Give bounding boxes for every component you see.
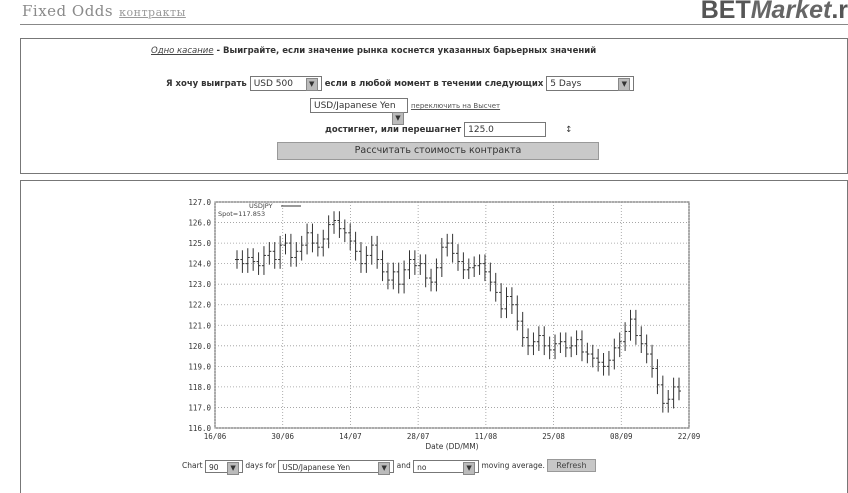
period-select[interactable]: 5 Days ▼ [546, 76, 635, 91]
y-tick-label: 124.0 [188, 260, 211, 269]
refresh-button[interactable]: Refresh [547, 459, 596, 472]
one-touch-link[interactable]: Одно касание [151, 46, 214, 56]
y-tick-label: 119.0 [188, 362, 211, 371]
moving-average-select[interactable]: no ▼ [413, 459, 480, 475]
legend-spot: Spot=117.853 [218, 210, 265, 218]
amount-select[interactable]: USD 500 ▼ [249, 76, 322, 91]
x-tick-label: 30/06 [271, 432, 294, 441]
contract-form-panel: Одно касание - Выиграйте, если значение … [20, 38, 848, 174]
contracts-link[interactable]: контракты [119, 6, 186, 19]
win-row: Я хочу выиграть USD 500 ▼ если в любой мо… [166, 76, 635, 91]
instrument-select[interactable]: USD/Japanese Yen ▼ [310, 98, 408, 125]
x-tick-label: 11/08 [475, 432, 498, 441]
y-tick-label: 123.0 [188, 280, 211, 289]
x-tick-label: 28/07 [407, 432, 430, 441]
days-select[interactable]: 90 ▼ [205, 459, 244, 475]
calculate-contract-button[interactable]: Рассчитать стоимость контракта [277, 142, 599, 160]
header: Fixed Odds контракты BETMarket.r [0, 0, 848, 40]
y-tick-label: 116.0 [188, 424, 211, 433]
plot-area [214, 201, 690, 429]
days-for-label: days for [245, 461, 276, 470]
y-tick-label: 125.0 [188, 239, 211, 248]
moment-label: если в любой момент в течении следующих [324, 79, 544, 89]
x-axis-label: Date (DD/MM) [425, 442, 478, 451]
chevron-down-icon[interactable]: ▼ [392, 112, 404, 125]
legend-series: USDJPY [249, 202, 273, 210]
y-tick-label: 127.0 [188, 198, 211, 207]
instrument-row: USD/Japanese Yen ▼ переключить на Высчет [310, 98, 501, 125]
y-tick-label: 117.0 [188, 403, 211, 412]
y-tick-label: 126.0 [188, 219, 211, 228]
and-label: and [396, 461, 411, 470]
reach-label: достигнет, или перешагнет [325, 125, 462, 135]
x-tick-label: 16/06 [204, 432, 227, 441]
chart-controls: Chart 90 ▼ days for USD/Japanese Yen ▼ and… [182, 459, 596, 475]
fixed-odds-title: Fixed Odds контракты [22, 2, 186, 20]
chevron-down-icon[interactable]: ▼ [227, 461, 240, 475]
intro-text: - Выиграйте, если значение рынка коснетс… [213, 46, 597, 56]
y-tick-label: 121.0 [188, 321, 211, 330]
chevron-down-icon[interactable]: ▼ [463, 461, 476, 475]
y-tick-label: 118.0 [188, 383, 211, 392]
moving-average-label: moving average. [481, 461, 545, 470]
chevron-down-icon[interactable]: ▼ [618, 78, 631, 91]
header-divider [20, 24, 848, 25]
chart-instrument-select[interactable]: USD/Japanese Yen ▼ [278, 459, 395, 475]
x-tick-label: 14/07 [339, 432, 362, 441]
chart-label: Chart [182, 461, 203, 470]
y-tick-label: 120.0 [188, 342, 211, 351]
switch-link[interactable]: переключить на Высчет [410, 102, 501, 110]
barrier-arrows-icon: ↕ [565, 125, 573, 135]
y-tick-label: 122.0 [188, 301, 211, 310]
betmarket-logo: BETMarket.r [700, 0, 848, 24]
barrier-row: достигнет, или перешагнет 125.0 ↕ [325, 122, 572, 137]
x-tick-label: 22/09 [678, 432, 701, 441]
x-tick-label: 25/08 [542, 432, 565, 441]
chevron-down-icon[interactable]: ▼ [305, 78, 318, 91]
chevron-down-icon[interactable]: ▼ [378, 461, 391, 475]
barrier-input[interactable]: 125.0 [464, 122, 547, 137]
want-label: Я хочу выиграть [166, 79, 247, 89]
x-tick-label: 08/09 [610, 432, 633, 441]
intro-line: Одно касание - Выиграйте, если значение … [151, 46, 596, 56]
